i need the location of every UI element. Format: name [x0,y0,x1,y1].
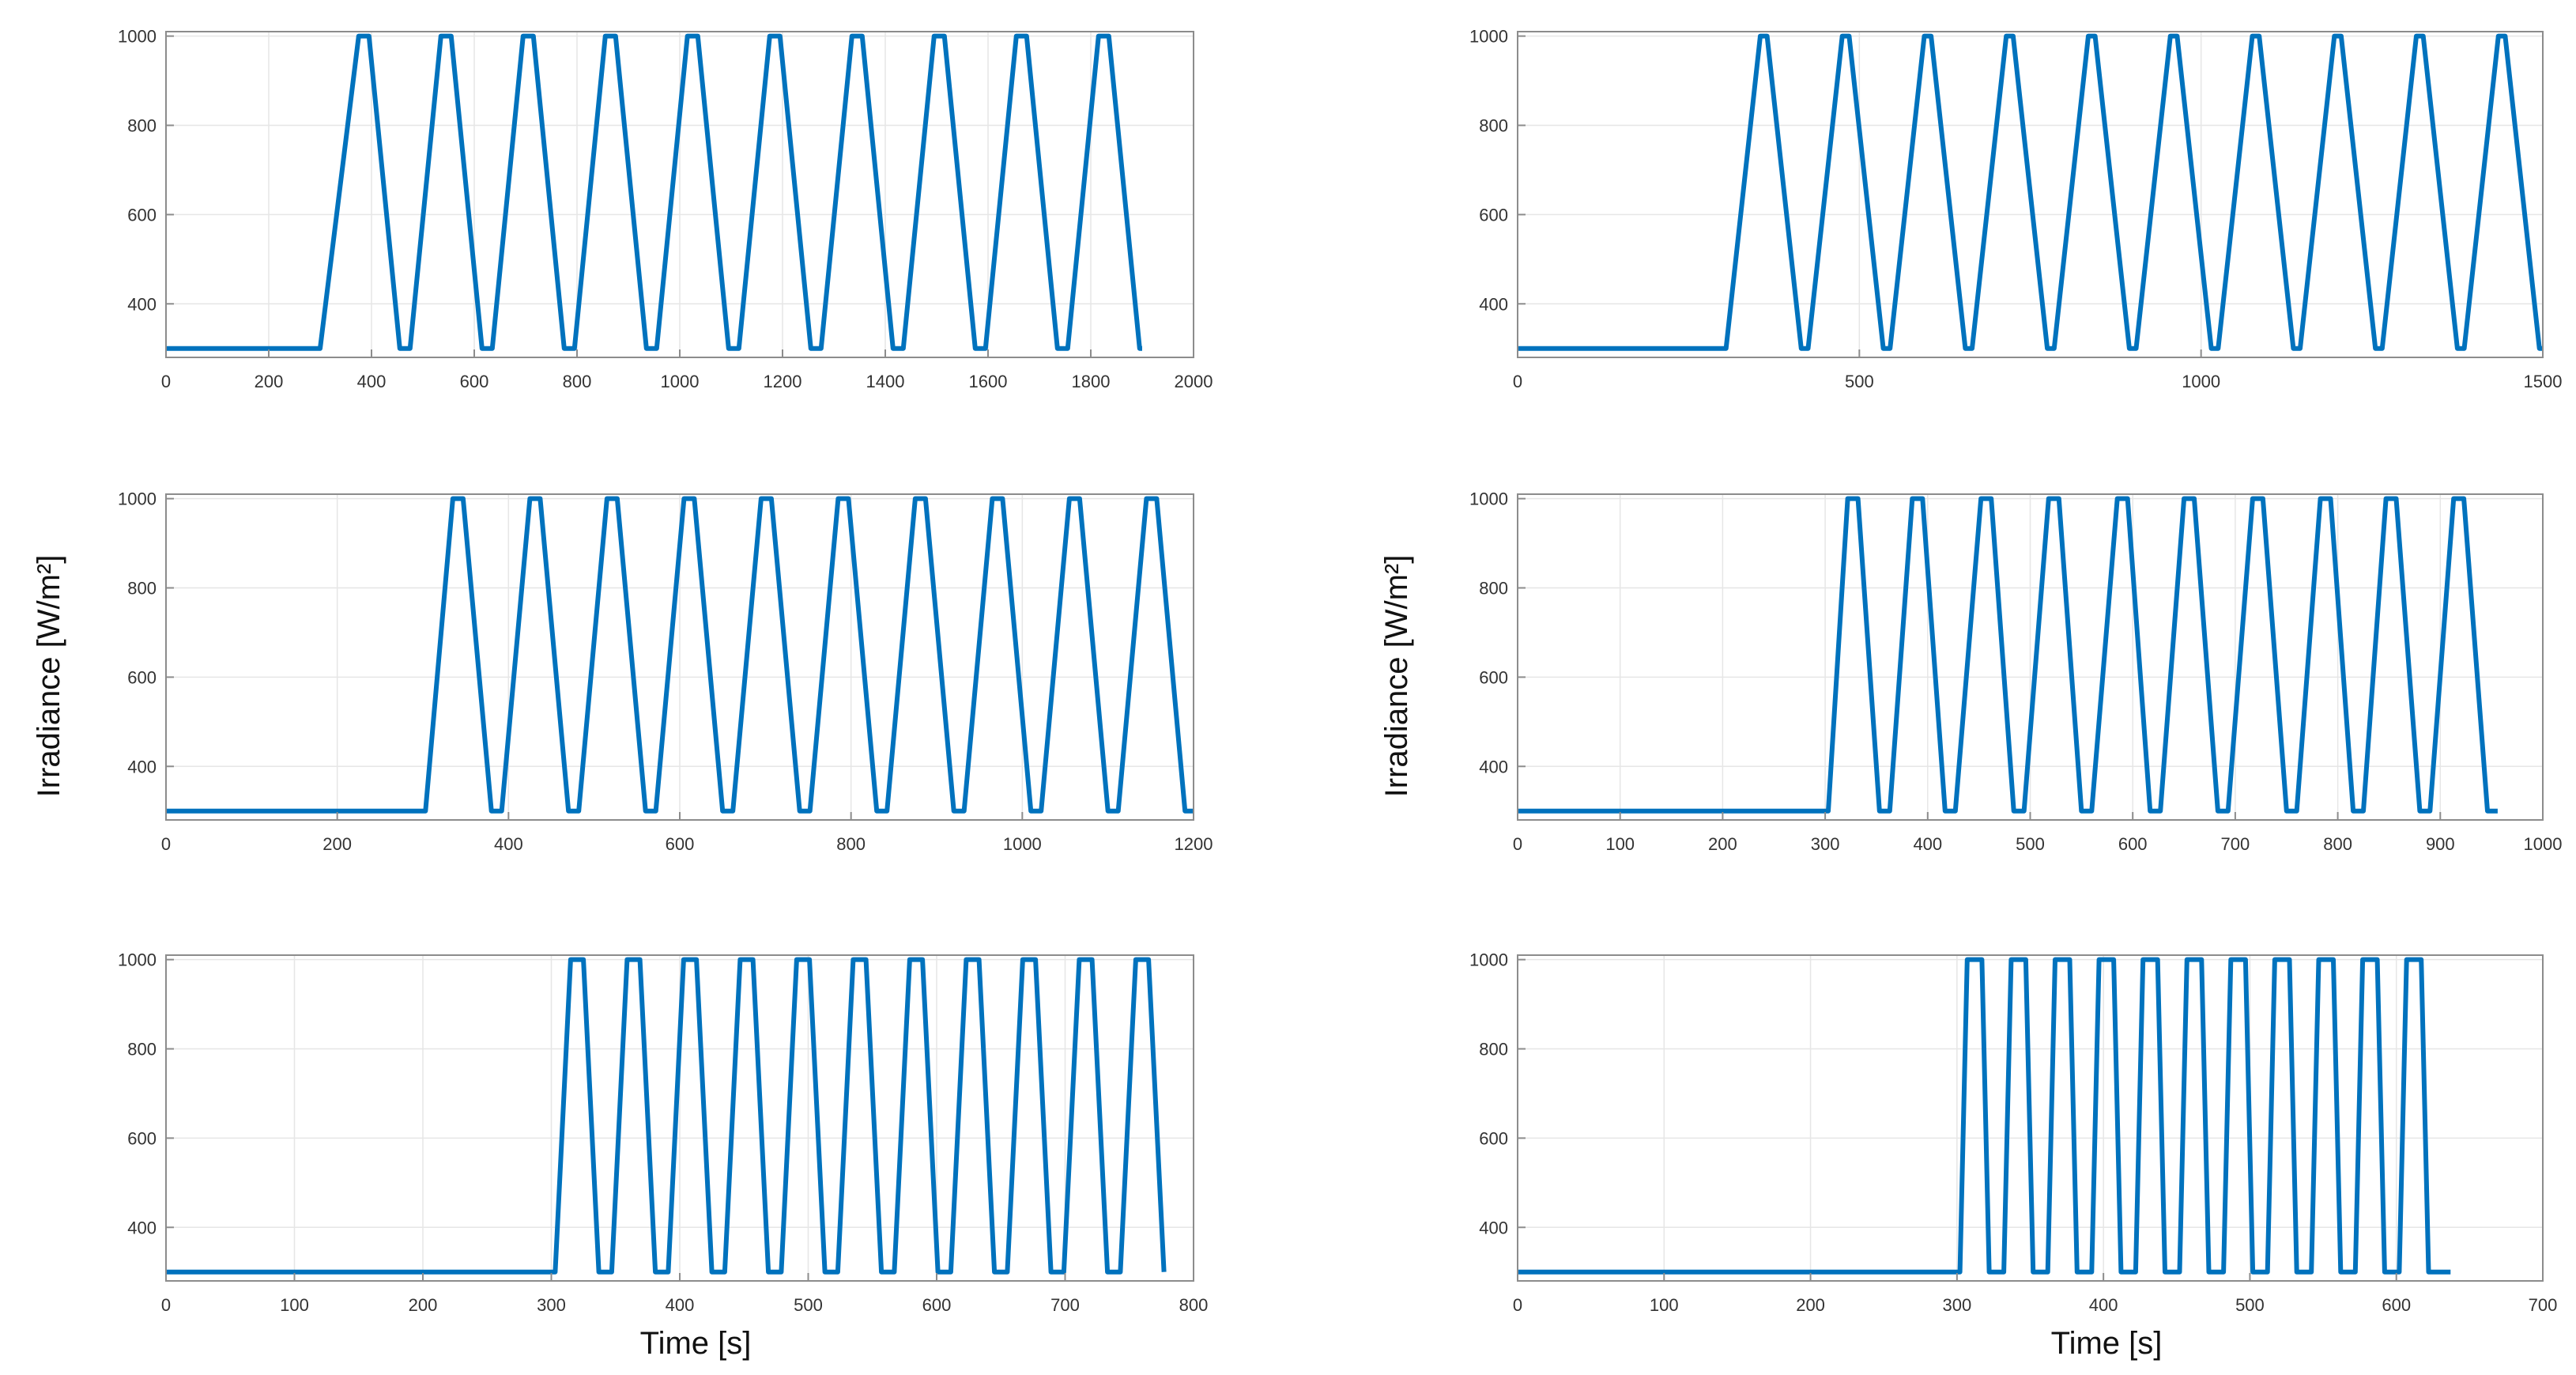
x-tick-label: 1000 [2524,834,2563,854]
x-tick-label: 600 [460,372,489,391]
y-tick-label: 800 [127,116,157,136]
x-tick-label: 500 [794,1295,823,1315]
x-tick-label: 800 [2323,834,2352,854]
x-tick-label: 800 [1179,1295,1209,1315]
x-tick-label: 600 [2118,834,2148,854]
ylabel-right: Irradiance [W/m²] [1379,555,1414,798]
x-tick-label: 300 [1942,1295,1971,1315]
y-tick-label: 600 [1479,667,1508,687]
x-tick-label: 300 [1811,834,1840,854]
y-tick-label: 400 [127,757,157,776]
y-tick-label: 800 [127,579,157,599]
y-tick-label: 800 [1479,1040,1508,1060]
x-tick-label: 1000 [2182,372,2220,391]
x-tick-label: 200 [255,372,284,391]
x-tick-label: 100 [280,1295,309,1315]
y-tick-label: 1000 [118,489,157,509]
subplot-grid: 0 200 400 600 800 1000 1200 1400 1600 1800 2000400… [118,27,2562,1315]
x-tick-label: 1000 [661,372,700,391]
xlabel-right: Time [s] [2051,1326,2163,1361]
y-tick-label: 1000 [1469,27,1508,47]
x-tick-label: 1800 [1072,372,1111,391]
x-tick-label: 100 [1605,834,1635,854]
x-tick-label: 500 [2016,834,2045,854]
irradiance-series-line [1518,33,2543,351]
ylabel-left: Irradiance [W/m²] [32,555,66,798]
x-tick-label: 400 [1913,834,1942,854]
y-tick-label: 800 [1479,579,1508,599]
x-tick-label: 500 [1845,372,1874,391]
x-tick-label: 200 [1708,834,1737,854]
x-tick-label: 300 [537,1295,566,1315]
subplot-4: 0 100 200 300 400 500 600 700 800 900 1000 400 600 80… [1469,489,2562,854]
x-tick-label: 700 [2529,1295,2558,1315]
x-tick-label: 1600 [969,372,1008,391]
y-tick-label: 1000 [1469,950,1508,970]
x-tick-label: 1500 [2524,372,2563,391]
subplot-2: 0 500 1000 1500 400 600 800 1000 [1469,27,2562,391]
y-tick-label: 600 [127,667,157,687]
x-tick-label: 0 [161,372,171,391]
x-tick-label: 100 [1650,1295,1679,1315]
x-tick-label: 0 [1513,372,1522,391]
x-tick-label: 400 [494,834,523,854]
x-tick-label: 1400 [866,372,905,391]
xlabel-left: Time [s] [640,1326,752,1361]
x-tick-label: 800 [563,372,592,391]
x-tick-label: 0 [1513,1295,1522,1315]
x-tick-label: 400 [666,1295,695,1315]
x-tick-label: 400 [2089,1295,2118,1315]
x-tick-label: 700 [1050,1295,1080,1315]
y-tick-label: 600 [127,205,157,225]
irradiance-series-line [166,33,1142,351]
x-tick-label: 900 [2426,834,2455,854]
x-tick-label: 700 [2221,834,2250,854]
subplot-1: 0 200 400 600 800 1000 1200 1400 1600 1800 2000 400… [118,27,1213,391]
y-tick-label: 800 [127,1040,157,1060]
y-tick-label: 600 [1479,1128,1508,1148]
irradiance-series-line [166,496,1194,814]
y-tick-label: 600 [1479,205,1508,225]
x-tick-label: 0 [161,1295,171,1315]
y-tick-label: 1000 [118,950,157,970]
axes-box [1517,31,2544,358]
x-tick-label: 200 [1796,1295,1825,1315]
x-tick-label: 200 [409,1295,438,1315]
irradiance-series-line [1518,957,2451,1275]
x-tick-label: 200 [322,834,352,854]
x-tick-label: 1200 [1175,834,1213,854]
x-tick-label: 1200 [764,372,802,391]
y-tick-label: 400 [127,294,157,314]
y-tick-label: 400 [1479,1218,1508,1237]
x-tick-label: 500 [2235,1295,2265,1315]
irradiance-series-line [1518,496,2498,814]
x-tick-label: 400 [357,372,387,391]
y-tick-label: 800 [1479,116,1508,136]
x-tick-label: 800 [836,834,866,854]
x-tick-label: 2000 [1175,372,1213,391]
subplot-6: 0 100 200 300 400 500 600 700 400 600 800 1000 [1469,950,2557,1315]
x-tick-label: 600 [666,834,695,854]
y-tick-label: 600 [127,1128,157,1148]
y-tick-label: 400 [1479,757,1508,776]
x-tick-label: 0 [1513,834,1522,854]
axes-box [1517,954,2544,1282]
irradiance-series-line [166,957,1167,1275]
y-tick-label: 1000 [1469,489,1508,509]
subplot-5: 0 100 200 300 400 500 600 700 800 400 600 800 1000 [118,950,1208,1315]
y-tick-label: 1000 [118,27,157,47]
x-tick-label: 600 [922,1295,952,1315]
x-tick-label: 0 [161,834,171,854]
x-tick-label: 1000 [1003,834,1042,854]
y-tick-label: 400 [127,1218,157,1237]
subplot-3: 0 200 400 600 800 1000 1200 400 600 800 1000 [118,489,1213,854]
y-tick-label: 400 [1479,294,1508,314]
x-tick-label: 600 [2382,1295,2411,1315]
